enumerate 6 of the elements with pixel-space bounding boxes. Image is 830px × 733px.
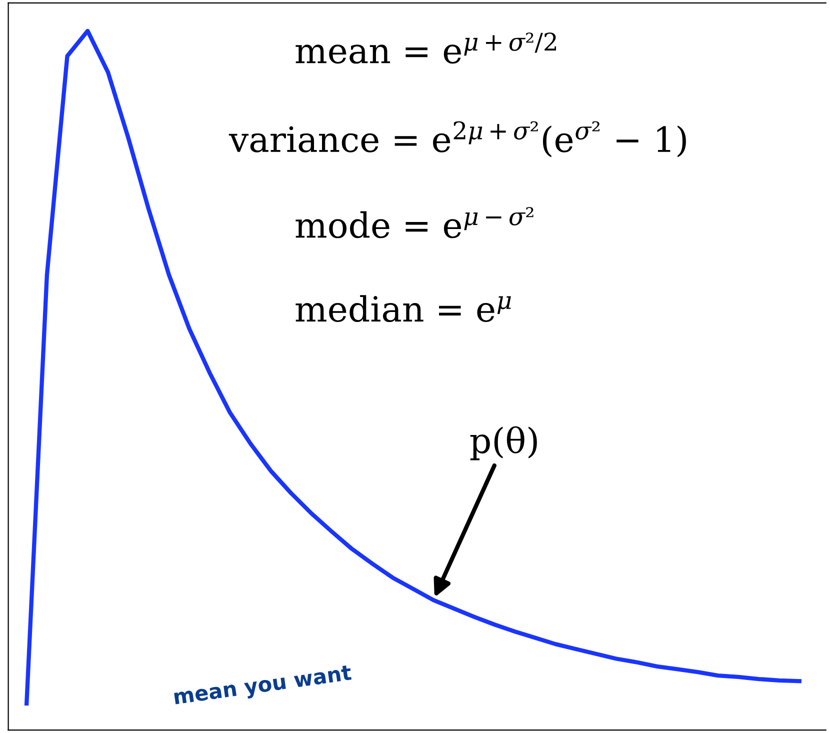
annotation: mean you want [174,665,352,709]
annotation: mode = e$^{μ−σ²}$ [296,207,534,238]
annotation: mean = e$^{μ+σ²/2}$ [296,32,556,64]
annotation: variance = e$^{2μ+σ²}$(e$^{σ²}$ − 1) [228,121,686,158]
annotation: median = e$^{μ}$ [296,295,511,322]
annotation: p(θ) [470,426,537,460]
